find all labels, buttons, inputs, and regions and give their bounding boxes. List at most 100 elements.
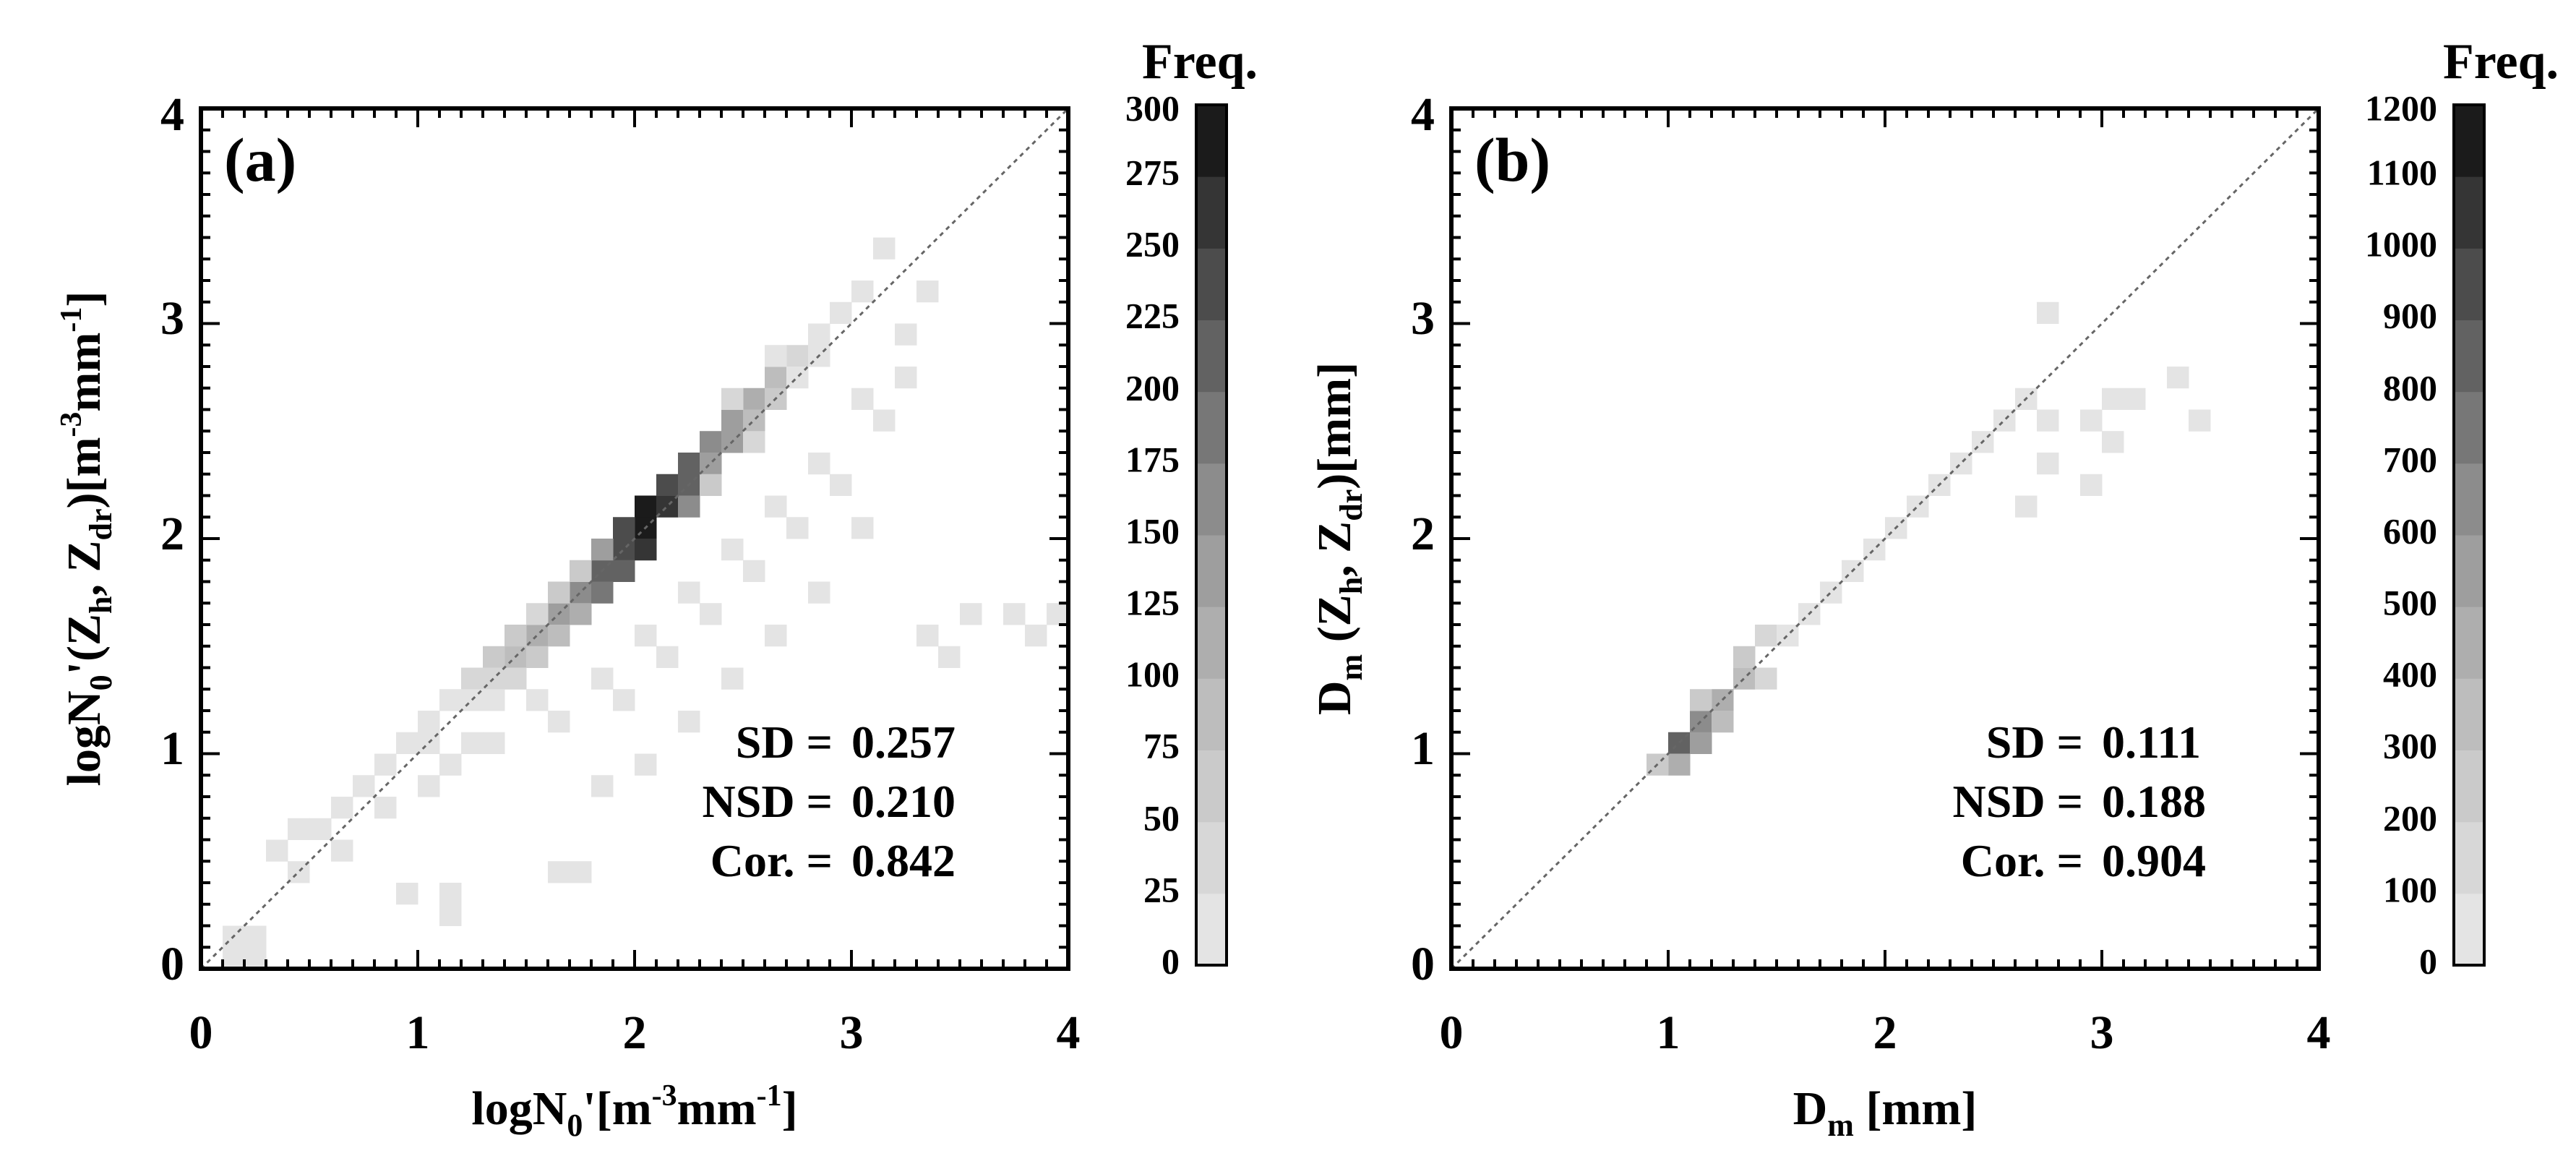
heatmap-cell — [1690, 732, 1712, 754]
colorbar-label: 1100 — [2367, 152, 2437, 192]
colorbar-segment — [2454, 176, 2484, 249]
stat-value: 0.188 — [2102, 776, 2206, 827]
heatmap-cell — [1668, 753, 1691, 776]
heatmap-cell — [786, 517, 809, 539]
heatmap-cell — [2080, 409, 2103, 432]
stat-label: Cor. = — [1961, 835, 2083, 886]
heatmap-cell — [505, 625, 527, 647]
colorbar-label: 300 — [2383, 725, 2437, 766]
colorbar-segment — [2454, 248, 2484, 320]
stat-label: NSD = — [1953, 776, 2084, 827]
colorbar-label: 250 — [1125, 223, 1180, 264]
x-axis-label-b: Dm [mm] — [1793, 1082, 1978, 1143]
colorbar-label: 800 — [2383, 367, 2437, 408]
x-tick-label: 2 — [623, 1006, 647, 1059]
heatmap-cell — [483, 689, 505, 711]
colorbar-label: 150 — [1125, 510, 1180, 551]
y-tick-label: 0 — [1411, 938, 1435, 990]
heatmap-cell — [700, 474, 722, 496]
heatmap-cell — [439, 883, 462, 905]
heatmap-cell — [851, 281, 874, 303]
x-axis-label-a: logN0'[m-3mm-1] — [471, 1079, 797, 1143]
heatmap-cell — [439, 753, 462, 776]
colorbar-label: 300 — [1125, 87, 1180, 128]
heatmap-cell — [721, 409, 744, 432]
colorbar-label: 275 — [1125, 152, 1180, 192]
y-tick-label: 1 — [1411, 722, 1435, 775]
heatmap-cell — [1950, 453, 1972, 475]
heatmap-cell — [721, 667, 744, 690]
heatmap-cell — [526, 689, 549, 711]
heatmap-cell — [635, 495, 657, 518]
y-tick-label: 2 — [160, 508, 184, 560]
heatmap-cell — [700, 603, 722, 625]
colorbar-label: 100 — [1125, 654, 1180, 694]
heatmap-cell — [1733, 646, 1756, 668]
stat-label: NSD = — [703, 776, 833, 827]
heatmap-cell — [895, 323, 917, 346]
y-tick-label: 4 — [160, 88, 184, 141]
x-tick-label: 2 — [1873, 1006, 1897, 1059]
heatmap-cell — [765, 345, 787, 367]
heatmap-cell — [613, 560, 635, 582]
y-tick-label: 1 — [160, 722, 184, 775]
heatmap-cell — [1907, 495, 1929, 518]
heatmap-cell — [331, 797, 353, 819]
heatmap-cell — [765, 367, 787, 389]
x-tick-label: 4 — [2307, 1006, 2331, 1059]
y-tick-label: 0 — [160, 938, 184, 990]
stat-label: SD = — [1986, 716, 2083, 768]
heatmap-cell — [418, 711, 440, 733]
heatmap-cell — [721, 539, 744, 561]
plot-frame-b — [1449, 106, 2321, 971]
heatmap-cell — [548, 581, 570, 604]
heatmap-cell — [743, 431, 765, 453]
x-tick-label: 1 — [1657, 1006, 1680, 1059]
heatmap-cell — [786, 345, 809, 367]
heatmap-cell — [2124, 388, 2146, 410]
heatmap-cell — [2015, 495, 2038, 518]
heatmap-cell — [678, 711, 700, 733]
heatmap-cell — [223, 947, 245, 969]
heatmap-cell — [1047, 603, 1069, 625]
x-tick-label: 0 — [189, 1006, 213, 1059]
colorbar-b — [2454, 105, 2484, 966]
colorbar-segment — [1196, 750, 1227, 823]
heatmap-cell — [960, 603, 982, 625]
x-tick-label: 3 — [840, 1006, 864, 1059]
heatmap-cell — [591, 539, 614, 561]
colorbar-segment — [2454, 893, 2484, 966]
heatmap-cell — [743, 409, 765, 432]
heatmap-cell — [331, 839, 353, 862]
heatmap-cell — [570, 603, 592, 625]
heatmap-cell — [418, 775, 440, 797]
heatmap-cell — [2189, 409, 2211, 432]
heatmap-cell — [743, 560, 765, 582]
x-tick-label: 0 — [1440, 1006, 1464, 1059]
heatmap-cell — [830, 474, 852, 496]
stat-value: 0.842 — [851, 835, 956, 886]
heatmap-cell — [548, 625, 570, 647]
colorbar-segment — [2454, 750, 2484, 823]
colorbar-label: 200 — [1125, 367, 1180, 408]
heatmap-cell — [244, 925, 267, 948]
heatmap-cell — [439, 904, 462, 926]
heatmap-cell — [374, 797, 397, 819]
y-tick-label: 2 — [1411, 508, 1435, 560]
colorbar-label: 25 — [1143, 869, 1180, 909]
y-tick-label: 3 — [160, 292, 184, 345]
colorbar-labels-b: 0 100 200 300 400 500 600 700 800 900 10… — [2365, 87, 2437, 981]
heatmap-cell — [1712, 711, 1734, 733]
heatmap-cell — [439, 689, 462, 711]
heatmap-cell — [570, 861, 592, 883]
colorbar-segment — [2454, 535, 2484, 607]
heatmap-cell — [678, 495, 700, 518]
colorbar-label: 225 — [1125, 295, 1180, 335]
heatmap-cell — [2037, 301, 2059, 324]
heatmap-cell — [938, 646, 961, 668]
heatmap-cell — [635, 539, 657, 561]
heatmap-cell — [396, 732, 418, 754]
colorbar-label: 600 — [2383, 510, 2437, 551]
heatmap-cell — [656, 495, 679, 518]
